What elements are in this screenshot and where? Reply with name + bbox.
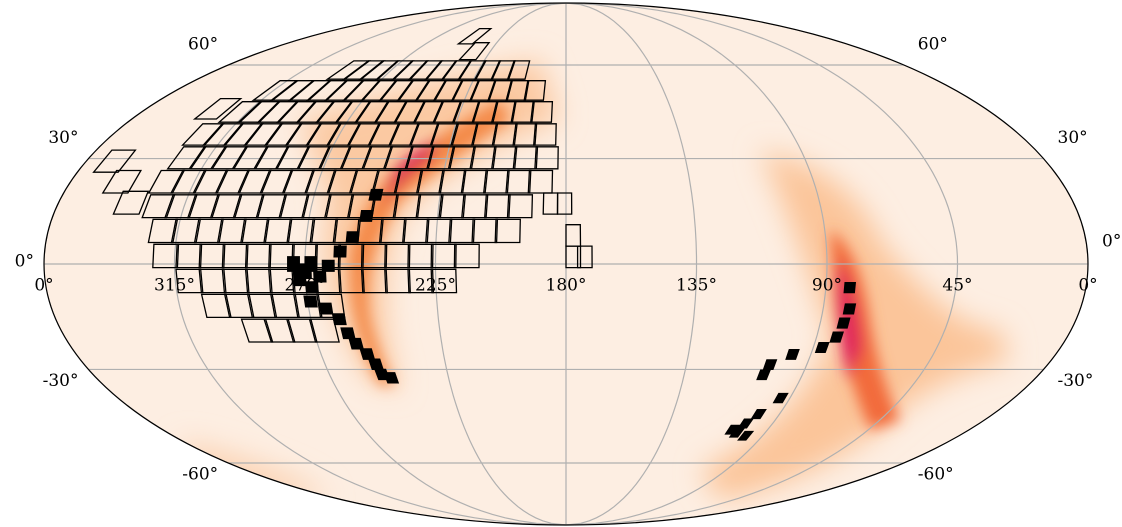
tile (348, 337, 364, 350)
tile (147, 218, 179, 244)
lat-tick-label-left: -60° (182, 464, 218, 484)
tile (556, 192, 573, 215)
tile (166, 146, 208, 170)
lon-tick-label: 270° (285, 276, 326, 296)
tile (141, 194, 176, 219)
lon-tick-label: 315° (154, 276, 195, 296)
lat-tick-label-left: 60° (188, 35, 218, 55)
lat-tick-label-right: 30° (1058, 128, 1088, 148)
lon-tick-label: 180° (546, 276, 587, 296)
tile (762, 359, 778, 371)
tile (750, 409, 767, 420)
lon-tick-label: 45° (942, 276, 972, 296)
tile (175, 268, 204, 294)
tick-labels: 0° 315° 270° 225° 180° 135° 90° 45° 0° 60° 60° 30° 3… (15, 35, 1122, 485)
tile (181, 123, 225, 146)
lat-tick-label-right: 0° (1102, 232, 1121, 252)
map-border (43, 2, 1089, 526)
tile (92, 149, 137, 173)
tile (251, 80, 300, 101)
tile (318, 302, 334, 315)
tile (321, 259, 335, 272)
tile (456, 27, 493, 45)
tile (785, 348, 800, 360)
tile (843, 281, 857, 294)
tile (728, 427, 746, 438)
tile (101, 169, 143, 194)
lon-tick-label: 0° (1078, 276, 1097, 296)
lat-tick-label-right: -30° (1058, 371, 1094, 391)
tile (112, 190, 150, 215)
tile (287, 256, 300, 272)
tile (756, 369, 771, 381)
tile (325, 60, 372, 80)
lon-tick-label: 135° (676, 276, 717, 296)
lat-tick-label-left: -30° (43, 371, 79, 391)
lon-tick-label: 0° (34, 276, 53, 296)
tile (192, 97, 243, 120)
tile (340, 327, 356, 340)
tile (458, 42, 491, 61)
lon-tick-label: 225° (415, 276, 456, 296)
tile (576, 245, 593, 269)
tile (147, 169, 186, 194)
tile (829, 331, 844, 343)
tile (345, 231, 360, 244)
tile (359, 209, 374, 222)
observation-tiles (92, 27, 857, 441)
tile (304, 256, 318, 272)
tile (333, 245, 347, 258)
tile (368, 188, 384, 201)
tile (772, 392, 789, 404)
tile (152, 243, 180, 269)
tile (737, 430, 755, 441)
tile (814, 342, 830, 353)
tile (331, 313, 347, 326)
tile (383, 372, 400, 384)
lat-tick-label-right: 60° (918, 35, 948, 55)
tile (359, 348, 376, 360)
tile (240, 318, 274, 343)
tile (842, 303, 857, 315)
lat-tick-label-left: 0° (15, 252, 34, 272)
tile (217, 101, 264, 123)
tile (836, 317, 851, 329)
lat-tick-label-right: -60° (918, 464, 954, 484)
tile (737, 418, 754, 429)
tile (303, 295, 318, 308)
tile (565, 245, 582, 269)
lat-tick-label-left: 30° (48, 128, 78, 148)
tile (200, 293, 232, 319)
lon-tick-label: 90° (812, 276, 842, 296)
